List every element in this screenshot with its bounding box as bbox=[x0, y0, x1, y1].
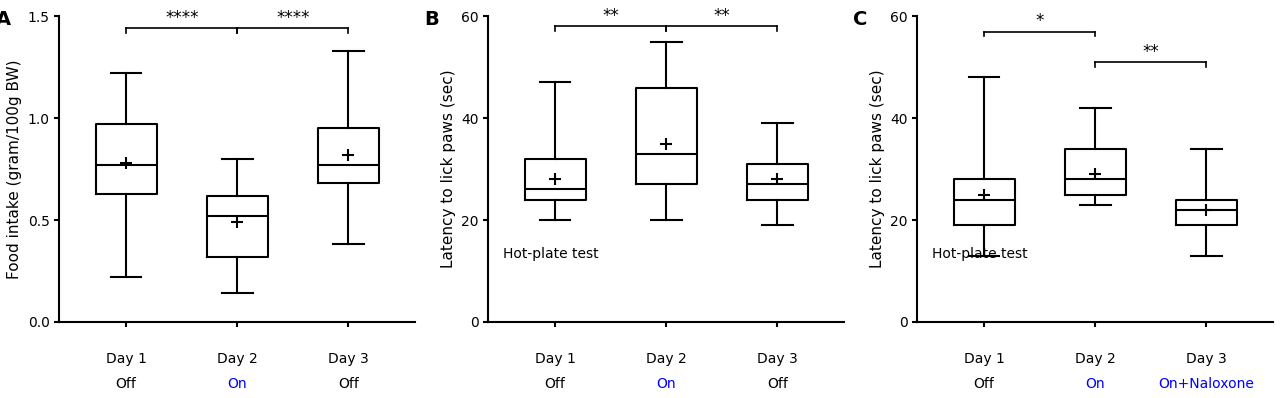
Text: Off: Off bbox=[767, 377, 787, 391]
Text: Off: Off bbox=[974, 377, 995, 391]
Text: Day 2: Day 2 bbox=[216, 353, 257, 367]
Text: Day 2: Day 2 bbox=[1075, 353, 1116, 367]
Text: ****: **** bbox=[165, 9, 198, 27]
Text: On: On bbox=[1085, 377, 1105, 391]
Y-axis label: Food intake (gram/100g BW): Food intake (gram/100g BW) bbox=[8, 59, 22, 279]
Text: ****: **** bbox=[276, 9, 310, 27]
Text: *: * bbox=[1036, 12, 1044, 30]
Text: Day 2: Day 2 bbox=[646, 353, 686, 367]
Text: Day 3: Day 3 bbox=[1187, 353, 1226, 367]
Text: **: ** bbox=[1143, 43, 1160, 60]
Text: Off: Off bbox=[338, 377, 358, 391]
Text: Hot-plate test: Hot-plate test bbox=[932, 247, 1028, 261]
Text: Day 3: Day 3 bbox=[756, 353, 797, 367]
Text: C: C bbox=[854, 10, 868, 29]
Text: On: On bbox=[657, 377, 676, 391]
Text: Hot-plate test: Hot-plate test bbox=[503, 247, 598, 261]
Text: On: On bbox=[228, 377, 247, 391]
Y-axis label: Latency to lick paws (sec): Latency to lick paws (sec) bbox=[440, 70, 456, 268]
Text: Day 3: Day 3 bbox=[328, 353, 369, 367]
Text: Day 1: Day 1 bbox=[535, 353, 576, 367]
Text: **: ** bbox=[603, 7, 620, 25]
Text: A: A bbox=[0, 10, 10, 29]
Text: Day 1: Day 1 bbox=[964, 353, 1005, 367]
Text: Off: Off bbox=[115, 377, 137, 391]
Text: Off: Off bbox=[545, 377, 566, 391]
Text: **: ** bbox=[713, 7, 730, 25]
Text: On+Naloxone: On+Naloxone bbox=[1158, 377, 1254, 391]
Y-axis label: Latency to lick paws (sec): Latency to lick paws (sec) bbox=[869, 70, 884, 268]
Text: Day 1: Day 1 bbox=[106, 353, 147, 367]
Text: B: B bbox=[425, 10, 439, 29]
